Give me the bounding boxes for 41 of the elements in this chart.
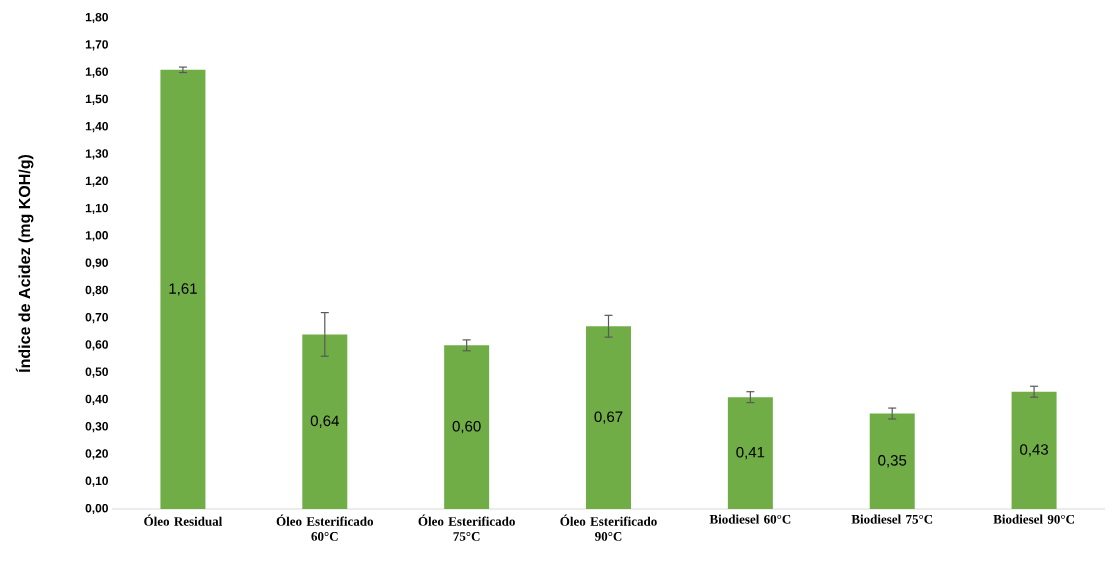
y-tick-label: 1,80 xyxy=(85,12,108,24)
x-tick-label: Óleo Residual xyxy=(144,514,223,526)
bar xyxy=(1011,391,1057,509)
y-tick-label: 1,30 xyxy=(85,149,108,160)
y-tick-label: 0,80 xyxy=(85,285,108,296)
data-label: 0,67 xyxy=(594,411,623,424)
x-tick-label: Óleo Esterificado 75°C xyxy=(418,514,515,541)
y-tick-label: 0,90 xyxy=(85,258,108,269)
y-tick-label: 1,10 xyxy=(85,203,108,215)
y-tick-label: 0,30 xyxy=(85,422,108,433)
y-axis-title: Índice de Acidez (mg KOH/g) xyxy=(15,154,34,373)
y-tick-label: 0,70 xyxy=(85,312,108,324)
bar xyxy=(444,345,490,509)
data-label: 0,64 xyxy=(310,415,339,428)
bar xyxy=(586,326,632,509)
data-label: 0,60 xyxy=(452,420,481,434)
y-tick-label: 1,50 xyxy=(85,94,108,105)
x-tick-label: Biodiesel 75°C xyxy=(851,514,933,524)
data-label: 0,35 xyxy=(878,455,907,468)
y-tick-label: 0,00 xyxy=(85,503,108,515)
x-tick-label: Óleo Esterificado 90°C xyxy=(560,514,657,541)
data-label: 1,61 xyxy=(169,283,197,296)
bar xyxy=(160,69,206,509)
bar xyxy=(869,413,915,509)
x-tick-label: Biodiesel 90°C xyxy=(993,514,1074,524)
bar xyxy=(302,334,348,509)
y-tick-label: 0,50 xyxy=(85,367,108,378)
y-tick-label: 1,60 xyxy=(85,67,108,78)
y-tick-label: 1,20 xyxy=(85,176,108,187)
data-label: 0,41 xyxy=(736,446,765,460)
data-label: 0,43 xyxy=(1020,444,1049,457)
y-tick-label: 1,00 xyxy=(85,231,108,242)
y-tick-label: 0,40 xyxy=(85,394,108,406)
y-tick-label: 1,70 xyxy=(85,40,108,51)
y-tick-label: 0,20 xyxy=(85,449,108,460)
bar xyxy=(727,397,773,509)
x-tick-label: Biodiesel 60°C xyxy=(709,514,791,524)
x-tick-label: Óleo Esterificado 60°C xyxy=(276,514,374,541)
y-tick-label: 0,10 xyxy=(85,476,108,487)
y-tick-label: 0,60 xyxy=(85,340,108,351)
y-tick-label: 1,40 xyxy=(85,121,108,133)
